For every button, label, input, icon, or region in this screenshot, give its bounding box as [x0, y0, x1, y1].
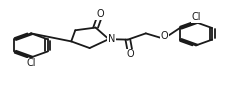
Text: N: N	[108, 34, 115, 44]
Text: O: O	[161, 32, 168, 41]
Text: O: O	[96, 9, 104, 19]
Text: Cl: Cl	[191, 12, 201, 22]
Text: Cl: Cl	[26, 58, 36, 68]
Text: O: O	[126, 49, 134, 59]
